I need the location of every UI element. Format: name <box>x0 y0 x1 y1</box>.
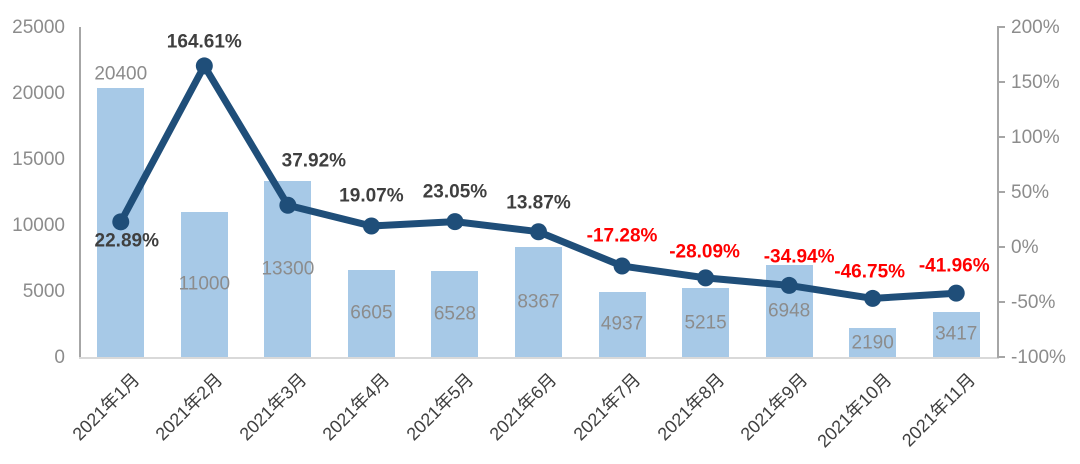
left-axis-tick-label: 15000 <box>12 149 65 170</box>
right-axis-tick-label: -100% <box>1011 347 1066 368</box>
line-point-marker <box>697 269 715 287</box>
left-axis-tick-label: 10000 <box>12 215 65 236</box>
right-axis-tick-mark <box>997 356 1005 358</box>
growth-rate-label: -17.28% <box>586 225 658 247</box>
right-axis-tick-label: -50% <box>1011 292 1056 313</box>
bar-value-label: 4937 <box>600 313 644 335</box>
growth-rate-label: 164.61% <box>166 31 242 53</box>
bar-value-label: 3417 <box>935 323 978 345</box>
growth-rate-label: -34.94% <box>763 246 835 268</box>
line-point-marker <box>195 57 213 75</box>
right-axis-tick-mark <box>997 191 1005 193</box>
right-axis-tick-label: 100% <box>1011 127 1060 148</box>
growth-rate-label: 13.87% <box>506 192 571 214</box>
line-point-marker <box>530 223 547 241</box>
line-point-marker <box>279 196 297 214</box>
growth-rate-label: 19.07% <box>339 185 404 207</box>
bar-value-label: 13300 <box>261 258 315 280</box>
bar-value-label: 5215 <box>684 312 727 334</box>
growth-rate-label: 22.89% <box>94 230 159 252</box>
growth-rate-label: -46.75% <box>834 261 906 283</box>
bar <box>431 270 479 357</box>
bar-value-label: 20400 <box>94 63 148 85</box>
right-axis-tick-label: 50% <box>1011 182 1050 203</box>
bar-value-label: 2190 <box>851 332 894 354</box>
left-axis-tick-label: 25000 <box>12 17 65 38</box>
bar-value-label: 8367 <box>517 291 560 313</box>
line-point-marker <box>864 289 882 307</box>
bar <box>515 246 562 357</box>
left-y-axis-line <box>79 27 81 358</box>
left-axis-tick-label: 0 <box>54 347 65 368</box>
growth-rate-label: 37.92% <box>281 150 347 172</box>
bar-value-label: 11000 <box>178 273 231 295</box>
right-axis-tick-mark <box>997 81 1005 83</box>
bar <box>682 288 730 357</box>
right-axis-tick-label: 0% <box>1011 237 1039 258</box>
bar-value-label: 6948 <box>767 300 811 322</box>
line-point-marker <box>947 284 965 302</box>
line-point-marker <box>446 213 464 231</box>
bar <box>180 211 228 357</box>
growth-rate-label: 23.05% <box>422 181 488 203</box>
bar-value-label: 6605 <box>350 302 393 324</box>
x-axis-line <box>79 357 999 359</box>
bar <box>598 291 646 357</box>
right-axis-tick-mark <box>997 26 1005 28</box>
right-axis-tick-mark <box>997 136 1005 138</box>
bar <box>347 269 395 357</box>
right-axis-tick-mark <box>997 246 1005 248</box>
right-axis-tick-label: 150% <box>1011 72 1060 93</box>
growth-rate-label: -28.09% <box>669 241 740 263</box>
right-axis-tick-label: 200% <box>1011 17 1060 38</box>
bar <box>849 328 897 357</box>
bar <box>932 311 980 357</box>
line-point-marker <box>613 257 631 275</box>
bar-value-label: 6528 <box>433 303 477 325</box>
growth-rate-label: -41.96% <box>918 255 990 277</box>
line-point-marker <box>362 217 380 235</box>
right-axis-tick-mark <box>997 301 1005 303</box>
left-axis-tick-label: 20000 <box>12 83 65 104</box>
left-axis-tick-label: 5000 <box>22 281 65 302</box>
line-point-marker <box>112 213 130 231</box>
line-point-marker <box>780 276 798 294</box>
